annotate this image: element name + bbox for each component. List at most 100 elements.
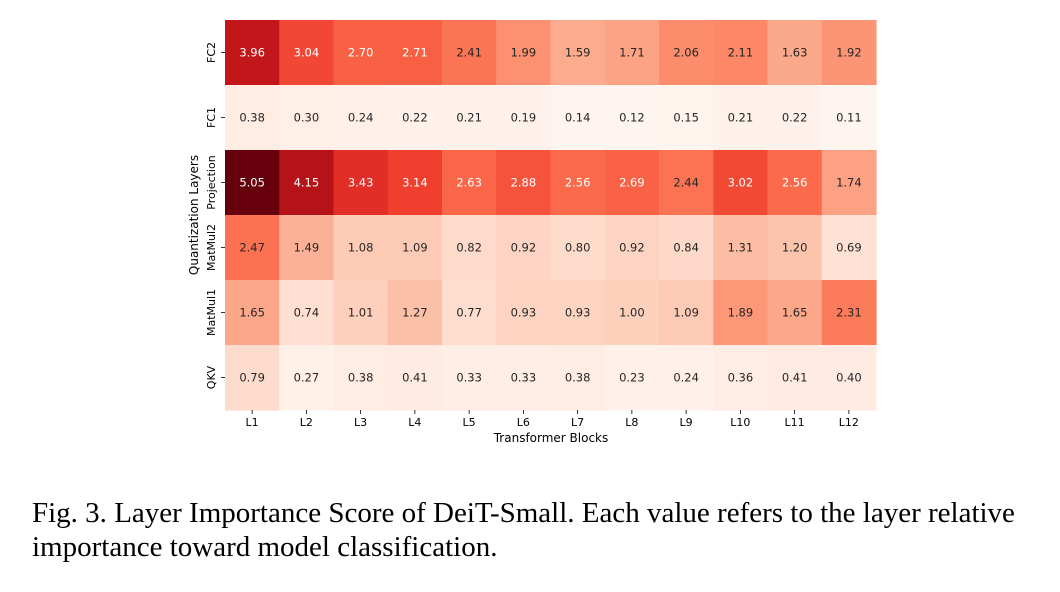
heatmap-cell [604, 20, 660, 86]
cell-value-label: 0.22 [402, 111, 428, 125]
cell-value-label: 0.41 [782, 371, 808, 385]
cell-value-label: 0.22 [782, 111, 808, 125]
heatmap-cell [442, 280, 497, 346]
cell-value-label: 0.33 [511, 371, 537, 385]
cell-value-label: 1.31 [728, 241, 754, 255]
caption-label: Fig. 3. [32, 497, 107, 529]
heatmap-cell [496, 345, 552, 411]
cell-value-label: 1.63 [782, 46, 808, 60]
heatmap-cell [821, 345, 877, 411]
cell-value-label: 0.77 [456, 306, 482, 320]
heatmap-cell [442, 85, 497, 151]
heatmap-cell [821, 215, 877, 281]
cell-value-label: 1.49 [294, 241, 320, 255]
heatmap-cell [225, 215, 280, 281]
heatmap-cell [333, 20, 389, 86]
x-tick-label: L1 [246, 416, 259, 429]
heatmap-cell [821, 280, 877, 346]
cell-value-label: 0.30 [294, 111, 320, 125]
y-tick-label: Projection [205, 155, 218, 209]
y-tick-label: FC1 [205, 107, 218, 128]
figure-caption: Fig. 3. Layer Importance Score of DeiT-S… [32, 496, 1042, 564]
heatmap-cell [442, 215, 497, 281]
cell-value-label: 0.14 [565, 111, 591, 125]
cell-value-label: 2.69 [619, 176, 645, 190]
heatmap-cell [659, 85, 714, 151]
cell-value-label: 0.21 [728, 111, 754, 125]
cell-value-label: 1.59 [565, 46, 591, 60]
cell-value-label: 0.36 [728, 371, 754, 385]
heatmap-cell [713, 85, 769, 151]
heatmap-cell [767, 85, 823, 151]
heatmap-cell [442, 150, 497, 216]
cell-value-label: 2.70 [348, 46, 374, 60]
heatmap-cell [659, 150, 714, 216]
y-axis: FC2 FC1 Projection MatMul2 MatMul1 QKV [205, 42, 225, 389]
heatmap-cell [767, 215, 823, 281]
cell-value-label: 0.92 [511, 241, 537, 255]
cell-value-label: 4.15 [294, 176, 320, 190]
cell-value-label: 2.56 [565, 176, 591, 190]
x-tick-label: L2 [300, 416, 313, 429]
cell-value-label: 0.27 [294, 371, 320, 385]
heatmap-cell [496, 20, 552, 86]
cell-value-label: 1.20 [782, 241, 808, 255]
cell-value-label: 0.38 [239, 111, 265, 125]
cell-value-label: 3.14 [402, 176, 428, 190]
cell-value-label: 2.06 [673, 46, 699, 60]
heatmap-cell [550, 150, 606, 216]
cell-value-label: 1.71 [619, 46, 645, 60]
heatmap-cell [550, 280, 606, 346]
heatmap-cell [387, 280, 443, 346]
cell-value-label: 1.65 [239, 306, 265, 320]
heatmap-chart: 3.96 3.04 2.70 2.71 2.41 1.99 1.59 1.71 2.06 2.11… [187, 20, 877, 445]
x-tick-label: L10 [730, 416, 750, 429]
cell-value-label: 0.93 [511, 306, 537, 320]
heatmap-cell [279, 280, 335, 346]
cell-value-label: 0.12 [619, 111, 645, 125]
x-tick-label: L8 [625, 416, 638, 429]
cell-value-label: 0.92 [619, 241, 645, 255]
heatmap-cell [767, 20, 823, 86]
y-tick-label: QKV [205, 365, 218, 389]
heatmap-cell [333, 215, 389, 281]
heatmap-cell [225, 150, 280, 216]
cell-value-label: 0.24 [673, 371, 699, 385]
x-tick-label: L11 [785, 416, 805, 429]
heatmap-cell [496, 280, 552, 346]
cell-value-label: 1.74 [836, 176, 862, 190]
x-tick-label: L4 [408, 416, 421, 429]
heatmap-cell [333, 85, 389, 151]
x-axis-label: Transformer Blocks [493, 431, 609, 445]
x-axis: L1 L2 L3 L4 L5 L6 L7 L8 L9 L10 L11 L12 [246, 410, 859, 429]
cell-value-label: 0.69 [836, 241, 862, 255]
heatmap-cell [225, 85, 280, 151]
cell-value-label: 0.38 [565, 371, 591, 385]
cell-value-label: 0.11 [836, 111, 862, 125]
cell-value-label: 1.09 [673, 306, 699, 320]
heatmap-cell [225, 280, 280, 346]
heatmap-cell [821, 20, 877, 86]
heatmap-cell [659, 215, 714, 281]
heatmap-cell [225, 345, 280, 411]
x-tick-label: L12 [839, 416, 859, 429]
cell-value-label: 2.88 [511, 176, 537, 190]
heatmap-cell [225, 20, 280, 86]
heatmap-cell [604, 215, 660, 281]
cell-value-label: 0.80 [565, 241, 591, 255]
cell-value-label: 1.09 [402, 241, 428, 255]
heatmap-cell [767, 150, 823, 216]
cell-value-label: 3.02 [728, 176, 754, 190]
heatmap-cell [279, 20, 335, 86]
cell-value-label: 0.93 [565, 306, 591, 320]
heatmap-cell [279, 345, 335, 411]
heatmap-cell [387, 20, 443, 86]
heatmap-cell [496, 85, 552, 151]
y-tick-label: MatMul1 [205, 289, 218, 336]
heatmap-cell [387, 150, 443, 216]
heatmap-cells: 3.96 3.04 2.70 2.71 2.41 1.99 1.59 1.71 2.06 2.11… [225, 20, 877, 411]
heatmap-cell [333, 280, 389, 346]
cell-value-label: 1.89 [728, 306, 754, 320]
heatmap-cell [496, 215, 552, 281]
heatmap-cell [713, 345, 769, 411]
